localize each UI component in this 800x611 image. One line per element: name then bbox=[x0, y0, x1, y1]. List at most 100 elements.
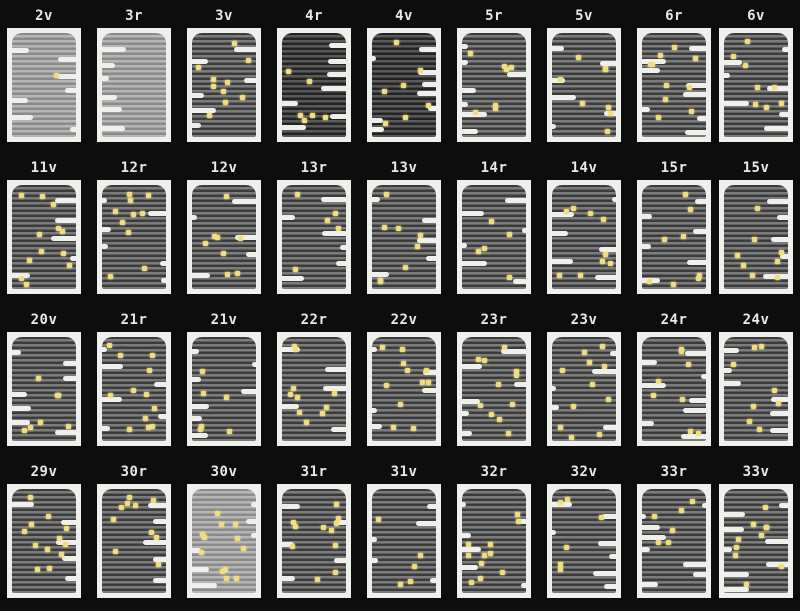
highlight-marker bbox=[38, 248, 44, 254]
highlight-marker bbox=[325, 218, 331, 224]
fragment-tear bbox=[458, 101, 468, 107]
fragment-tear bbox=[148, 503, 170, 509]
fragment-tear bbox=[232, 199, 260, 205]
highlight-marker bbox=[414, 244, 420, 250]
highlight-marker bbox=[678, 349, 684, 355]
fragment-tear bbox=[458, 129, 478, 135]
fragment-tear bbox=[638, 534, 666, 540]
highlight-marker bbox=[604, 128, 610, 134]
highlight-marker bbox=[29, 521, 35, 527]
folio-label: 15r bbox=[660, 160, 688, 176]
highlight-marker bbox=[651, 392, 657, 398]
fragment-tear bbox=[720, 59, 742, 65]
highlight-marker bbox=[287, 392, 293, 398]
highlight-marker bbox=[66, 424, 72, 430]
scroll-fragment bbox=[98, 337, 170, 441]
fragment-tear bbox=[188, 215, 197, 221]
highlight-marker bbox=[750, 273, 756, 279]
scroll-fragment bbox=[724, 185, 792, 289]
folio-label: 22r bbox=[300, 312, 328, 328]
highlight-marker bbox=[56, 392, 62, 398]
fragment-tear bbox=[507, 71, 530, 77]
highlight-marker bbox=[558, 500, 564, 506]
highlight-marker bbox=[587, 211, 593, 217]
highlight-marker bbox=[199, 368, 205, 374]
highlight-marker bbox=[397, 581, 403, 587]
highlight-marker bbox=[199, 423, 205, 429]
fragment-tear bbox=[98, 227, 111, 233]
highlight-marker bbox=[741, 262, 747, 268]
highlight-marker bbox=[752, 236, 758, 242]
scroll-fragment bbox=[98, 33, 166, 137]
highlight-marker bbox=[295, 395, 301, 401]
scroll-fragment bbox=[98, 185, 170, 289]
folio-image bbox=[719, 484, 793, 598]
fragment-tear bbox=[8, 502, 34, 508]
fragment-tear bbox=[522, 228, 530, 234]
highlight-marker bbox=[220, 569, 226, 575]
highlight-marker bbox=[44, 547, 50, 553]
fragment-tear bbox=[780, 253, 792, 259]
highlight-marker bbox=[734, 544, 740, 550]
highlight-marker bbox=[220, 250, 226, 256]
fragment-tear bbox=[458, 398, 480, 404]
fragment-tear bbox=[720, 101, 749, 107]
highlight-marker bbox=[378, 277, 384, 283]
highlight-marker bbox=[657, 53, 663, 59]
folio-label: 30v bbox=[210, 464, 238, 480]
fragment-tear bbox=[331, 427, 350, 433]
highlight-marker bbox=[125, 229, 131, 235]
highlight-marker bbox=[18, 276, 24, 282]
fragment-tear bbox=[278, 347, 300, 353]
highlight-marker bbox=[212, 234, 218, 240]
highlight-marker bbox=[577, 272, 583, 278]
highlight-marker bbox=[315, 577, 321, 583]
fragment-tear bbox=[368, 117, 383, 123]
fragment-tear bbox=[638, 68, 660, 74]
highlight-marker bbox=[198, 550, 204, 556]
highlight-marker bbox=[117, 353, 123, 359]
highlight-marker bbox=[293, 524, 299, 530]
fragment-tear bbox=[278, 575, 295, 581]
highlight-marker bbox=[291, 520, 297, 526]
highlight-marker bbox=[696, 431, 702, 437]
highlight-marker bbox=[393, 39, 399, 45]
fragment-tear bbox=[368, 537, 377, 543]
highlight-marker bbox=[679, 396, 685, 402]
highlight-marker bbox=[149, 530, 155, 536]
fragment-tear bbox=[720, 547, 732, 553]
folio-label: 13r bbox=[300, 160, 328, 176]
highlight-marker bbox=[690, 499, 696, 505]
fragment-tear bbox=[548, 77, 565, 83]
folio-label: 4v bbox=[395, 8, 413, 24]
highlight-marker bbox=[402, 264, 408, 270]
fragment-tear bbox=[770, 428, 792, 434]
fragment-tear bbox=[65, 87, 80, 93]
folio-image bbox=[97, 28, 171, 142]
folio-label: 32v bbox=[570, 464, 598, 480]
highlight-marker bbox=[59, 229, 65, 235]
scroll-fragment bbox=[458, 337, 530, 441]
fragment-tear bbox=[241, 388, 260, 394]
fragment-tear bbox=[158, 413, 170, 419]
highlight-marker bbox=[197, 427, 203, 433]
highlight-marker bbox=[482, 246, 488, 252]
fragment-tear bbox=[98, 76, 109, 82]
highlight-marker bbox=[755, 206, 761, 212]
highlight-marker bbox=[36, 231, 42, 237]
fragment-tear bbox=[188, 376, 201, 382]
highlight-marker bbox=[670, 527, 676, 533]
highlight-marker bbox=[384, 191, 390, 197]
fragment-tear bbox=[368, 272, 389, 278]
highlight-marker bbox=[211, 83, 217, 89]
folio-label: 12r bbox=[120, 160, 148, 176]
fragment-tear bbox=[188, 348, 199, 354]
fragment-tear bbox=[235, 234, 260, 240]
highlight-marker bbox=[293, 267, 299, 273]
folio-image bbox=[367, 28, 441, 142]
scroll-fragment bbox=[548, 185, 620, 289]
fragment-tear bbox=[98, 62, 115, 68]
highlight-marker bbox=[391, 425, 397, 431]
folio-image bbox=[637, 332, 711, 446]
highlight-marker bbox=[398, 401, 404, 407]
